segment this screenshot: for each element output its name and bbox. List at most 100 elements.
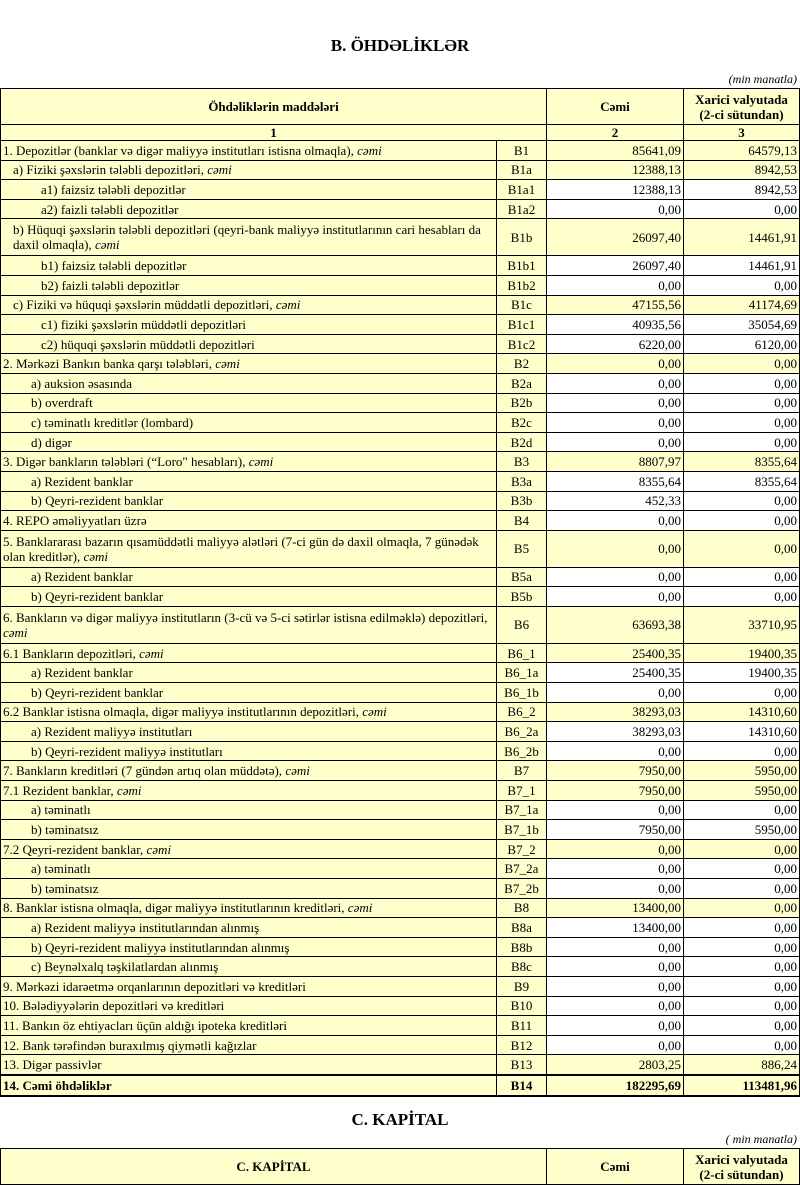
row-code: B2d xyxy=(496,431,547,453)
row-foreign: 8355,64 xyxy=(683,451,800,472)
table-row: b2) faizli tələbli depozitlər B1b2 0,00 0,0… xyxy=(0,274,800,296)
row-label: a2) faizli tələbli depozitlər xyxy=(0,198,497,220)
table-row: 7.2 Qeyri-rezident banklar, cəmi B7_2 0,00… xyxy=(0,838,800,860)
row-foreign: 5950,00 xyxy=(683,760,800,782)
row-total: 7950,00 xyxy=(546,819,684,840)
row-label: d) digər xyxy=(0,431,497,453)
row-label-text: a) Rezident maliyyə institutlarından alı… xyxy=(31,919,260,935)
table-row: b) Qeyri-rezident banklar B5b 0,00 0,00 xyxy=(0,586,800,607)
row-label: 7.1 Rezident banklar, cəmi xyxy=(0,780,497,801)
table-row: 3. Digər bankların tələbləri (“Loro" hes… xyxy=(0,451,800,472)
section-c-unit: ( min manatla) xyxy=(725,1132,797,1146)
section-b-unit: (min manatla) xyxy=(728,72,797,86)
row-total: 0,00 xyxy=(546,566,684,588)
row-code: B2a xyxy=(496,372,547,394)
row-total: 2803,25 xyxy=(546,1054,684,1076)
row-label-suffix: cəmi xyxy=(248,454,274,470)
row-label-text: d) digər xyxy=(31,434,72,450)
table-row: a) Fiziki şəxslərin tələbli depozitləri,… xyxy=(0,159,800,181)
table-row: c1) fiziki şəxslərin müddətli depozitlər… xyxy=(0,314,800,335)
column-number-1: 1 xyxy=(0,124,547,141)
row-label: b) Hüquqi şəxslərin tələbli depozitləri … xyxy=(0,218,497,257)
row-code: B13 xyxy=(496,1054,547,1076)
row-label: 9. Mərkəzi idarəetmə orqanlarının depozi… xyxy=(0,975,497,997)
row-label-text: a) Rezident banklar xyxy=(31,473,133,489)
row-code: B5a xyxy=(496,566,547,588)
row-total: 85641,09 xyxy=(546,140,684,161)
row-total: 0,00 xyxy=(546,431,684,453)
row-label: 7. Bankların kreditləri (7 gündən artıq … xyxy=(0,760,497,782)
row-label: c) Fiziki və hüquqi şəxslərin müddətli d… xyxy=(0,294,497,316)
row-label-text: c) Beynəlxalq təşkilatlardan alınmış xyxy=(31,959,219,975)
capital-header-total: Cəmi xyxy=(546,1148,684,1185)
table-row: 11. Bankın öz ehtiyacları üçün aldığı ip… xyxy=(0,1015,800,1036)
row-total: 452,33 xyxy=(546,490,684,512)
row-code: B12 xyxy=(496,1034,547,1056)
row-label-text: 7.1 Rezident banklar, xyxy=(3,782,117,798)
row-foreign: 0,00 xyxy=(683,740,800,762)
row-foreign: 0,00 xyxy=(683,975,800,997)
row-label-text: a) auksion əsasında xyxy=(31,375,133,391)
row-total: 8807,97 xyxy=(546,451,684,472)
table-row: b) Qeyri-rezident maliyyə institutları B6… xyxy=(0,740,800,762)
table-row: b) təminatsız B7_1b 7950,00 5950,00 xyxy=(0,819,800,840)
row-total: 63693,38 xyxy=(546,605,684,644)
row-label: b) Qeyri-rezident banklar xyxy=(0,682,497,703)
row-total: 40935,56 xyxy=(546,314,684,335)
row-total: 47155,56 xyxy=(546,294,684,316)
table-row: c) Fiziki və hüquqi şəxslərin müddətli d… xyxy=(0,294,800,316)
row-label: c) Beynəlxalq təşkilatlardan alınmış xyxy=(0,956,497,977)
row-total: 0,00 xyxy=(546,274,684,296)
row-label-text: 6.1 Bankların depozitləri, xyxy=(3,645,140,661)
row-foreign: 0,00 xyxy=(683,682,800,703)
row-foreign: 886,24 xyxy=(683,1054,800,1076)
row-total: 8355,64 xyxy=(546,470,684,492)
row-foreign: 0,00 xyxy=(683,1034,800,1056)
row-code: B1 xyxy=(496,140,547,161)
row-foreign: 35054,69 xyxy=(683,314,800,335)
row-code: B6_2 xyxy=(496,701,547,723)
row-label-text: 14. Cəmi öhdəliklər xyxy=(3,1077,112,1093)
table-row: b) overdraft B2b 0,00 0,00 xyxy=(0,392,800,414)
row-total: 7950,00 xyxy=(546,780,684,801)
row-foreign: 0,00 xyxy=(683,858,800,879)
row-code: B8 xyxy=(496,897,547,919)
row-label: 11. Bankın öz ehtiyacları üçün aldığı ip… xyxy=(0,1015,497,1036)
row-foreign: 8355,64 xyxy=(683,470,800,492)
row-total: 0,00 xyxy=(546,936,684,958)
row-foreign: 0,00 xyxy=(683,510,800,531)
row-foreign: 0,00 xyxy=(683,838,800,860)
row-label-suffix: cəmi xyxy=(347,900,373,916)
row-label-text: 12. Bank tərəfindən buraxılmış qiymətli … xyxy=(3,1037,257,1053)
header-total: Cəmi xyxy=(546,88,684,125)
row-total: 0,00 xyxy=(546,392,684,414)
row-total: 0,00 xyxy=(546,995,684,1017)
row-code: B1b xyxy=(496,218,547,257)
row-label-text: 5. Banklararası bazarın qısamüddətli mal… xyxy=(3,533,479,564)
table-row: d) digər B2d 0,00 0,00 xyxy=(0,431,800,453)
row-foreign: 19400,35 xyxy=(683,642,800,664)
row-label-text: b) Qeyri-rezident banklar xyxy=(31,589,164,605)
row-foreign: 0,00 xyxy=(683,956,800,977)
row-label: 1. Depozitlər (banklar və digər maliyyə … xyxy=(0,140,497,161)
table-row: a) auksion əsasında B2a 0,00 0,00 xyxy=(0,372,800,394)
table-row: b1) faizsiz tələbli depozitlər B1b1 26097,… xyxy=(0,255,800,276)
row-code: B11 xyxy=(496,1015,547,1036)
capital-table: C. KAPİTAL Cəmi Xarici valyutada (2-ci s… xyxy=(0,1148,800,1185)
row-label-text: 3. Digər bankların tələbləri (“Loro" hes… xyxy=(3,454,249,470)
table-row: a) Rezident maliyyə institutlarından alı… xyxy=(0,917,800,938)
row-label: a) auksion əsasında xyxy=(0,372,497,394)
row-label: 8. Banklar istisna olmaqla, digər maliyy… xyxy=(0,897,497,919)
row-code: B9 xyxy=(496,975,547,997)
row-total: 0,00 xyxy=(546,529,684,568)
row-foreign: 0,00 xyxy=(683,799,800,821)
row-label-text: a) təminatlı xyxy=(31,861,91,877)
row-label: a) Rezident banklar xyxy=(0,566,497,588)
row-label: a) Fiziki şəxslərin tələbli depozitləri,… xyxy=(0,159,497,181)
table-row: a) Rezident banklar B6_1a 25400,35 19400,35 xyxy=(0,662,800,684)
row-label: 10. Bələdiyyələrin depozitləri və kredit… xyxy=(0,995,497,1017)
row-code: B1c1 xyxy=(496,314,547,335)
row-foreign: 19400,35 xyxy=(683,662,800,684)
row-foreign: 64579,13 xyxy=(683,140,800,161)
row-foreign: 0,00 xyxy=(683,431,800,453)
